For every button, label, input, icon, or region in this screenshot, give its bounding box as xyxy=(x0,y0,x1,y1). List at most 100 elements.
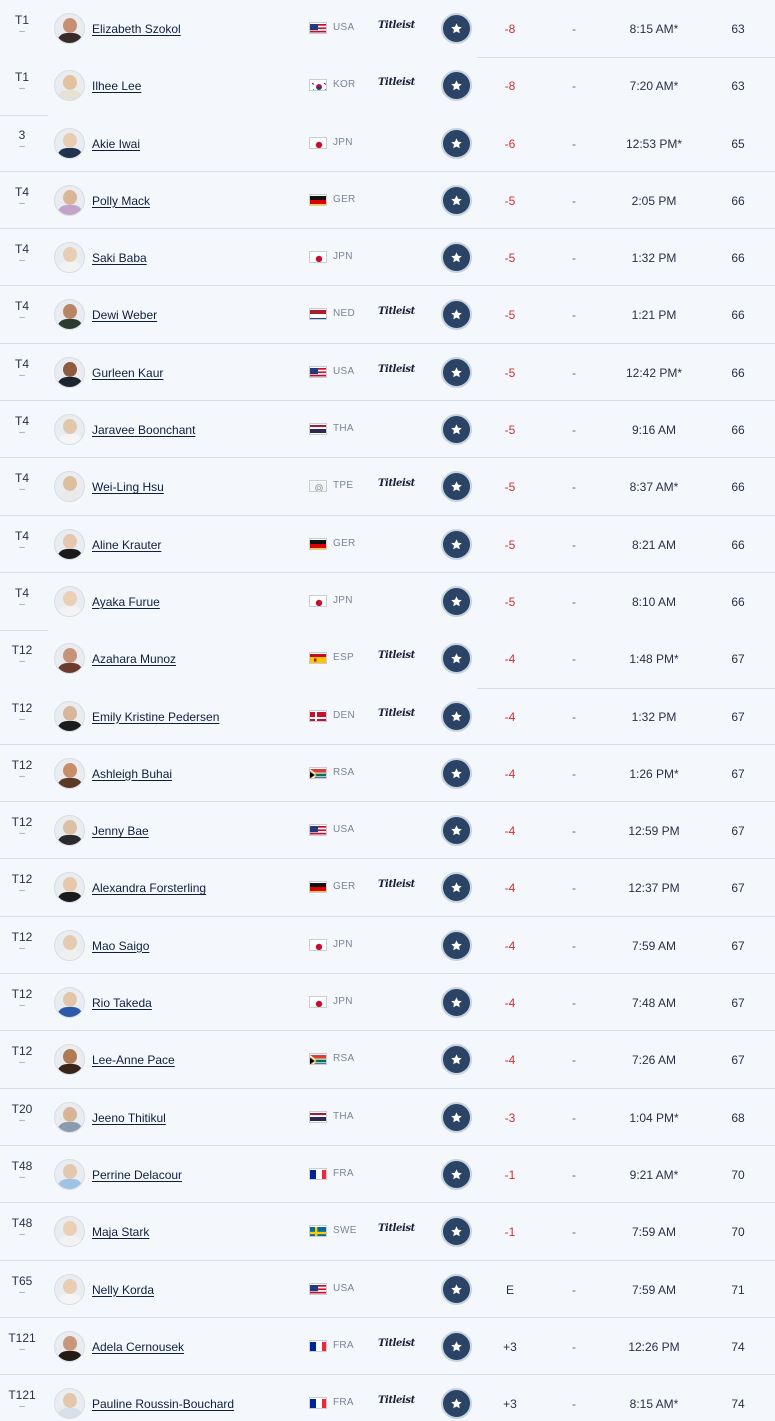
star-icon xyxy=(450,366,463,379)
tee-time: 8:37 AM* xyxy=(629,480,679,495)
player-name-link[interactable]: Akie Iwai xyxy=(92,136,141,151)
player-avatar xyxy=(54,815,85,847)
country-code: USA xyxy=(333,824,355,836)
favorite-player-button[interactable] xyxy=(441,1158,472,1190)
score-to-par: -4 xyxy=(504,881,516,896)
player-name-link[interactable]: Alexandra Forsterling xyxy=(92,881,207,896)
favorite-player-button[interactable] xyxy=(441,70,472,102)
country-code: USA xyxy=(333,365,355,377)
total-strokes: 67 xyxy=(731,938,745,953)
favorite-player-button[interactable] xyxy=(441,356,472,388)
sponsor-logo: Titleist xyxy=(378,77,415,89)
total-strokes: 66 xyxy=(731,365,745,380)
player-name-link[interactable]: Adela Cernousek xyxy=(92,1339,185,1354)
position-movement: – xyxy=(19,427,25,439)
player-name-link[interactable]: Jenny Bae xyxy=(92,824,149,839)
tee-time: 1:32 PM xyxy=(631,251,677,266)
country-code: ESP xyxy=(333,652,354,664)
player-avatar xyxy=(54,1044,85,1076)
star-icon xyxy=(450,137,463,150)
favorite-player-button[interactable] xyxy=(441,757,472,789)
favorite-player-button[interactable] xyxy=(441,184,472,216)
player-row: T12– Lee-Anne Pace RSA -4 - 7:26 AM 67 xyxy=(0,1031,775,1089)
player-name-link[interactable]: Mao Saigo xyxy=(92,938,150,953)
tee-time: 12:53 PM* xyxy=(625,136,683,151)
star-icon xyxy=(450,652,463,665)
star-icon xyxy=(450,824,463,837)
tee-time: 8:21 AM xyxy=(631,537,677,552)
player-name-link[interactable]: Polly Mack xyxy=(92,193,151,208)
player-name-link[interactable]: Emily Kristine Pedersen xyxy=(92,709,220,724)
favorite-player-button[interactable] xyxy=(441,299,472,331)
favorite-player-button[interactable] xyxy=(441,929,472,961)
favorite-player-button[interactable] xyxy=(441,643,472,675)
player-avatar xyxy=(54,13,85,44)
player-row: T12– Ashleigh Buhai RSA -4 - 1:26 PM* 67 xyxy=(0,745,775,803)
player-name-link[interactable]: Ayaka Furue xyxy=(92,594,160,609)
favorite-player-button[interactable] xyxy=(441,242,472,274)
position-label: T12 xyxy=(11,757,33,772)
position-movement: – xyxy=(19,369,25,381)
player-name-link[interactable]: Pauline Roussin-Bouchard xyxy=(92,1397,235,1412)
favorite-player-button[interactable] xyxy=(441,1330,472,1362)
favorite-player-button[interactable] xyxy=(441,987,472,1019)
star-icon xyxy=(450,538,463,551)
tee-time: 12:42 PM* xyxy=(625,365,683,380)
favorite-player-button[interactable] xyxy=(441,815,472,847)
star-icon xyxy=(450,1225,463,1238)
favorite-player-button[interactable] xyxy=(441,528,472,560)
score-to-par: -4 xyxy=(504,938,516,953)
player-row: T12– Alexandra Forsterling GER Titleist -4 - 1… xyxy=(0,859,775,917)
player-avatar xyxy=(54,184,85,216)
player-name-link[interactable]: Elizabeth Szokol xyxy=(92,22,181,36)
score-to-par: -1 xyxy=(504,1225,516,1240)
position-movement: – xyxy=(19,1229,25,1241)
total-strokes: 74 xyxy=(731,1339,745,1354)
favorite-player-button[interactable] xyxy=(441,1273,472,1305)
player-name-link[interactable]: Jaravee Boonchant xyxy=(92,423,196,438)
player-name-link[interactable]: Lee-Anne Pace xyxy=(92,1053,175,1068)
sponsor-logo: Titleist xyxy=(378,707,415,719)
star-icon xyxy=(450,710,463,723)
player-name-link[interactable]: Ashleigh Buhai xyxy=(92,766,173,781)
favorite-player-button[interactable] xyxy=(441,471,472,503)
player-name-link[interactable]: Wei-Ling Hsu xyxy=(92,480,164,495)
player-name-link[interactable]: Jeeno Thitikul xyxy=(92,1110,166,1125)
player-name-link[interactable]: Aline Krauter xyxy=(92,537,162,552)
position-movement: – xyxy=(19,1114,25,1126)
thru-value: - xyxy=(572,365,576,380)
country-flag-icon xyxy=(309,1282,327,1295)
favorite-player-button[interactable] xyxy=(441,13,472,44)
favorite-player-button[interactable] xyxy=(441,872,472,904)
total-strokes: 66 xyxy=(731,480,745,495)
player-name-link[interactable]: Dewi Weber xyxy=(92,308,158,323)
player-name-link[interactable]: Rio Takeda xyxy=(92,996,152,1011)
player-row: T48– Maja Stark SWE Titleist -1 - 7:59 AM 70 xyxy=(0,1203,775,1261)
total-strokes: 63 xyxy=(731,79,745,94)
thru-value: - xyxy=(572,1397,576,1412)
favorite-player-button[interactable] xyxy=(441,585,472,617)
player-avatar xyxy=(54,987,85,1019)
tee-time: 12:26 PM xyxy=(628,1339,680,1354)
player-name-link[interactable]: Gurleen Kaur xyxy=(92,365,164,380)
player-name-link[interactable]: Saki Baba xyxy=(92,251,147,266)
favorite-player-button[interactable] xyxy=(441,1044,472,1076)
favorite-player-button[interactable] xyxy=(441,700,472,732)
player-name-link[interactable]: Ilhee Lee xyxy=(92,79,142,94)
player-avatar xyxy=(54,1273,85,1305)
score-to-par: -4 xyxy=(504,996,516,1011)
player-name-link[interactable]: Nelly Korda xyxy=(92,1282,155,1297)
player-name-link[interactable]: Perrine Delacour xyxy=(92,1167,183,1182)
favorite-player-button[interactable] xyxy=(441,414,472,446)
player-name-link[interactable]: Maja Stark xyxy=(92,1225,150,1240)
star-icon xyxy=(450,480,463,493)
position-movement: – xyxy=(19,828,25,840)
favorite-player-button[interactable] xyxy=(441,1216,472,1248)
score-to-par: -8 xyxy=(504,22,516,36)
favorite-player-button[interactable] xyxy=(441,127,472,159)
country-flag-icon xyxy=(309,308,327,321)
total-strokes: 67 xyxy=(731,652,745,667)
favorite-player-button[interactable] xyxy=(441,1388,472,1420)
favorite-player-button[interactable] xyxy=(441,1101,472,1133)
player-name-link[interactable]: Azahara Munoz xyxy=(92,652,177,667)
